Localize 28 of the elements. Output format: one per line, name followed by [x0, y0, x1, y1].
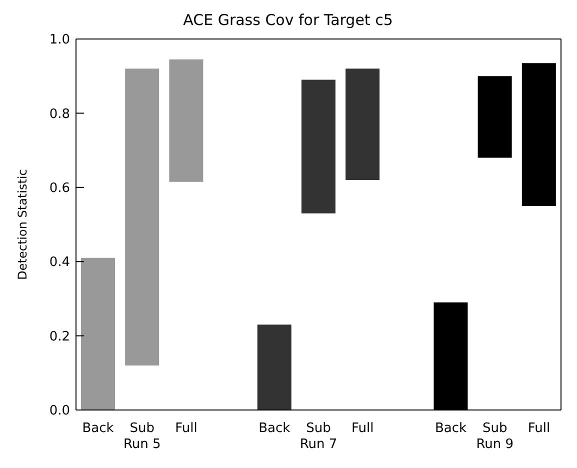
x-tick-label: Sub	[306, 421, 331, 436]
bar	[522, 63, 556, 206]
y-tick-label: 1.0	[49, 32, 70, 48]
bar	[81, 258, 115, 410]
x-tick-label: Sub	[482, 421, 508, 436]
x-tick-label: Full	[175, 421, 198, 436]
x-tick-label: Full	[351, 421, 374, 436]
x-tick-label: Back	[82, 421, 114, 436]
bar	[346, 68, 380, 180]
y-tick-label: 0.4	[49, 255, 70, 270]
bar	[125, 68, 160, 366]
y-tick-label: 0.6	[49, 181, 70, 196]
text: Run 9	[476, 437, 514, 452]
x-tick-label: Sub	[130, 421, 155, 436]
x-tick-label: Full	[528, 421, 550, 436]
x-tick-label: Back	[258, 421, 291, 436]
text: Run 7	[300, 437, 338, 452]
y-tick-label: 0.2	[49, 329, 70, 344]
y-tick-label: 0.8	[49, 106, 70, 122]
bar	[169, 59, 204, 182]
text: Run 5	[123, 437, 161, 452]
y-tick-label: 0.0	[49, 404, 70, 419]
bar	[257, 324, 292, 410]
x-tick-label: Back	[434, 421, 468, 436]
bar	[478, 76, 512, 158]
y-axis-title: Detection Statistic	[15, 169, 30, 280]
chart-title: ACE Grass Cov for Target c5	[182, 10, 394, 31]
bar	[301, 80, 336, 214]
